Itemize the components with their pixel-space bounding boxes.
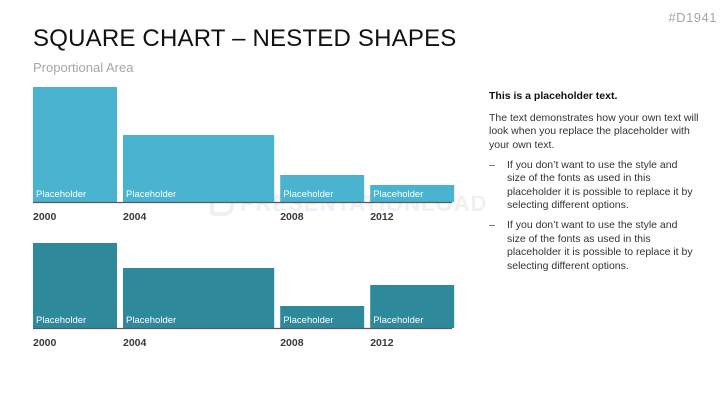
- bar-bottom-2008: [280, 306, 365, 328]
- text-box: This is a placeholder text. The text dem…: [489, 90, 699, 280]
- bullet-item: – If you don’t want to use the style and…: [489, 219, 699, 274]
- bullet-dash: –: [489, 158, 495, 171]
- page-title: SQUARE CHART – NESTED SHAPES: [33, 25, 457, 52]
- bullet-text: If you don’t want to use the style and s…: [507, 219, 693, 273]
- bar-top-2004: [123, 135, 275, 202]
- year-label-2004: 2004: [123, 211, 147, 223]
- bullet-list: – If you don’t want to use the style and…: [489, 159, 699, 274]
- year-label-2004: 2004: [123, 337, 147, 349]
- slide-id: #D1941: [668, 10, 717, 25]
- bar-bottom-2012: [370, 285, 455, 328]
- page-subtitle: Proportional Area: [33, 60, 134, 75]
- text-box-paragraph: The text demonstrates how your own text …: [489, 111, 699, 151]
- year-label-2008: 2008: [280, 211, 304, 223]
- year-label-2000: 2000: [33, 337, 57, 349]
- bar-label: Placeholder: [126, 189, 176, 200]
- bar-bottom-2004: [123, 268, 275, 328]
- bar-label: Placeholder: [283, 315, 333, 326]
- bar-label: Placeholder: [36, 189, 86, 200]
- bar-label: Placeholder: [373, 189, 423, 200]
- year-label-2012: 2012: [370, 337, 394, 349]
- bar-label: Placeholder: [283, 189, 333, 200]
- bullet-item: – If you don’t want to use the style and…: [489, 159, 699, 214]
- year-label-2012: 2012: [370, 211, 394, 223]
- bar-top-2008: [280, 175, 365, 202]
- year-label-2000: 2000: [33, 211, 57, 223]
- bar-label: Placeholder: [126, 315, 176, 326]
- bar-label: Placeholder: [36, 315, 86, 326]
- bar-bottom-2000: [33, 243, 117, 328]
- bullet-text: If you don’t want to use the style and s…: [507, 158, 693, 212]
- bar-top-2000: [33, 87, 117, 202]
- bar-label: Placeholder: [373, 315, 423, 326]
- bullet-dash: –: [489, 219, 495, 232]
- text-box-heading: This is a placeholder text.: [489, 90, 618, 102]
- bar-top-2012: [370, 185, 455, 202]
- year-label-2008: 2008: [280, 337, 304, 349]
